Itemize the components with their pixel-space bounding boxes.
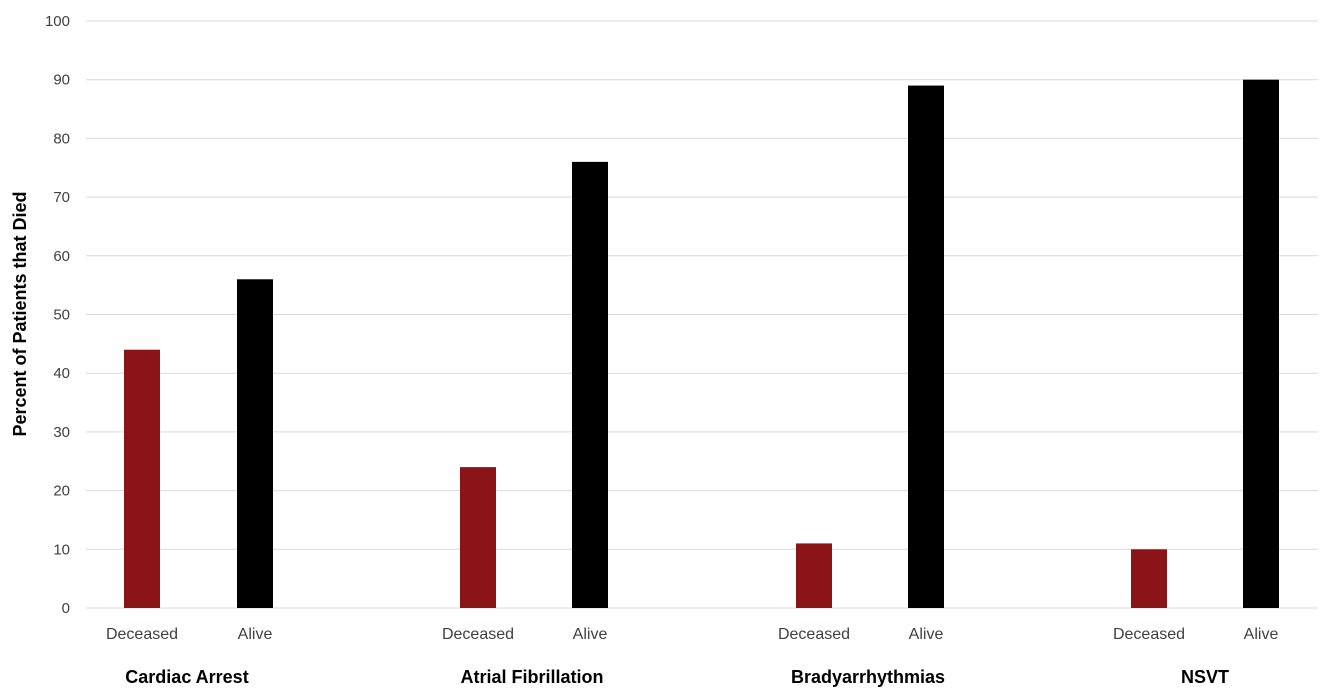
bar-category-label: Deceased bbox=[778, 626, 850, 643]
bar-bradyarrhythmias-alive bbox=[908, 85, 944, 608]
y-tick-label: 90 bbox=[53, 72, 70, 89]
bar-atrial-fibrillation-deceased bbox=[460, 467, 496, 608]
y-axis-ticks: 0 10 20 30 40 50 60 70 80 90 100 bbox=[45, 13, 70, 617]
bar-category-label: Deceased bbox=[1113, 626, 1185, 643]
y-tick-label: 60 bbox=[53, 248, 70, 265]
bar-category-label: Alive bbox=[1244, 626, 1279, 643]
y-tick-label: 20 bbox=[53, 483, 70, 500]
y-tick-label: 0 bbox=[62, 600, 70, 617]
group-label: Cardiac Arrest bbox=[125, 667, 248, 687]
y-tick-label: 50 bbox=[53, 307, 70, 324]
bars bbox=[124, 79, 1279, 608]
bar-nsvt-deceased bbox=[1131, 549, 1167, 608]
bar-category-label: Alive bbox=[238, 626, 273, 643]
group-label: NSVT bbox=[1181, 667, 1229, 687]
y-tick-label: 30 bbox=[53, 424, 70, 441]
bar-category-label: Alive bbox=[909, 626, 944, 643]
y-tick-label: 70 bbox=[53, 189, 70, 206]
y-tick-label: 40 bbox=[53, 365, 70, 382]
y-tick-label: 100 bbox=[45, 13, 70, 30]
bar-cardiac-arrest-deceased bbox=[124, 349, 160, 608]
bar-category-label: Alive bbox=[573, 626, 608, 643]
bar-bradyarrhythmias-deceased bbox=[796, 543, 832, 608]
y-axis-title: Percent of Patients that Died bbox=[10, 191, 30, 436]
bar-cardiac-arrest-alive bbox=[237, 279, 273, 608]
group-label: Bradyarrhythmias bbox=[791, 667, 945, 687]
y-tick-label: 10 bbox=[53, 541, 70, 558]
y-tick-label: 80 bbox=[53, 130, 70, 147]
bar-atrial-fibrillation-alive bbox=[572, 161, 608, 608]
group-label: Atrial Fibrillation bbox=[460, 667, 603, 687]
bar-category-label: Deceased bbox=[106, 626, 178, 643]
gridlines bbox=[86, 20, 1318, 609]
bar-nsvt-alive bbox=[1243, 79, 1279, 608]
bar-category-label: Deceased bbox=[442, 626, 514, 643]
x-axis-labels: Deceased Alive Cardiac Arrest Deceased Alive… bbox=[106, 626, 1278, 687]
